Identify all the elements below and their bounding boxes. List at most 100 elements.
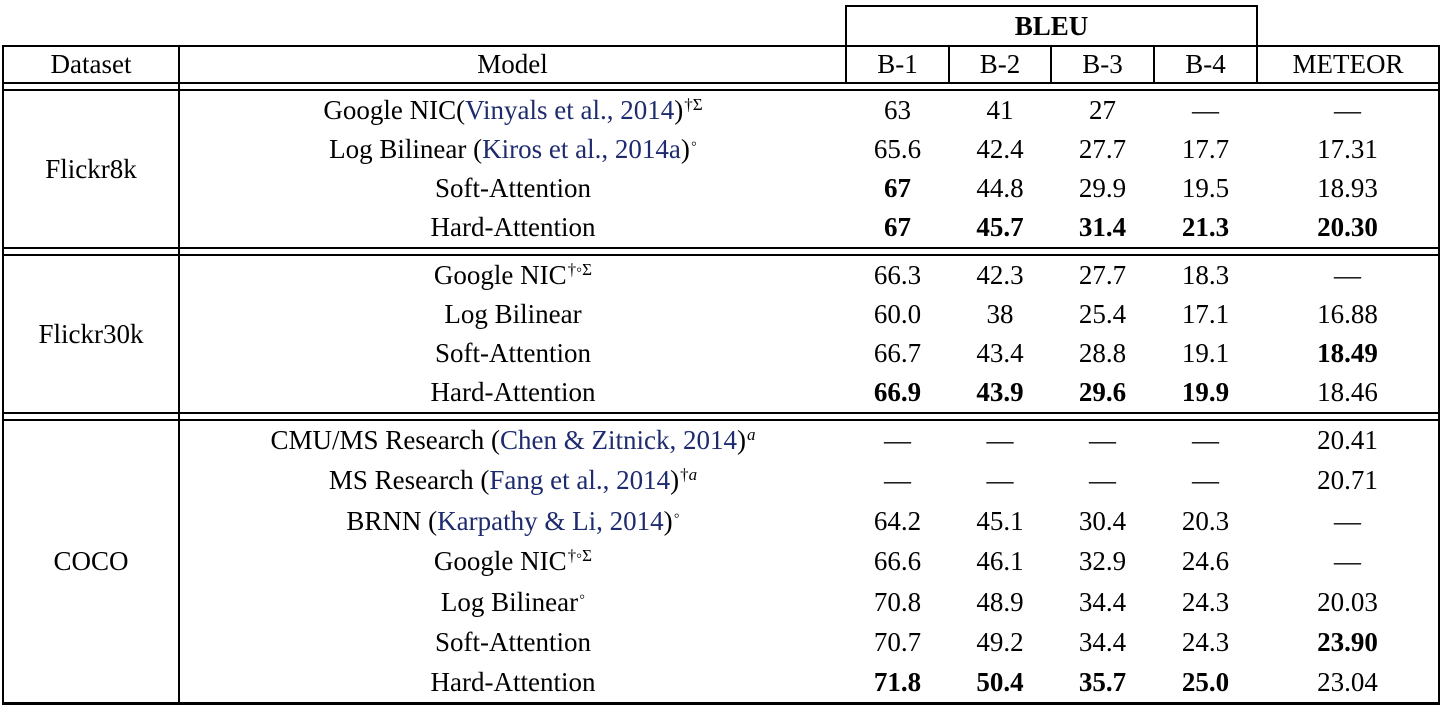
score-cell: 20.3 bbox=[1181, 505, 1230, 536]
citation-link[interactable]: Kiros et al., 2014a bbox=[482, 133, 681, 164]
score-cell: — bbox=[1192, 425, 1220, 456]
model-text: Google NIC( bbox=[323, 94, 466, 125]
model-text: Google NIC bbox=[433, 259, 567, 290]
score-cell: 20.41 bbox=[1257, 420, 1441, 461]
score-cell: — bbox=[1089, 465, 1116, 496]
score-cell: 35.7 bbox=[1051, 663, 1154, 705]
model-cell: BRNN (Karpathy & Li, 2014)◦ bbox=[346, 505, 680, 536]
table-row: Flickr30k Google NIC†◦Σ 66.3 42.3 27.7 18.3 — bbox=[2, 255, 1441, 414]
score-cell: 38 bbox=[986, 298, 1014, 329]
score-cell: — bbox=[884, 465, 911, 496]
score-cell: 43.4 bbox=[976, 338, 1024, 369]
score-cell: 66.7 bbox=[873, 338, 922, 369]
col-header-b2: B-2 bbox=[949, 45, 1052, 84]
score-cell: — bbox=[1257, 255, 1441, 295]
score-cell: — bbox=[884, 425, 911, 456]
score-cell: — bbox=[1192, 94, 1220, 125]
citation-link[interactable]: Karpathy & Li, 2014 bbox=[437, 505, 664, 536]
model-cell: Soft-Attention bbox=[179, 334, 846, 374]
col-header-dataset: Dataset bbox=[2, 45, 180, 84]
citation-link[interactable]: Vinyals et al., 2014 bbox=[465, 94, 675, 125]
score-cell: 66.9 bbox=[846, 373, 949, 414]
score-cell: 71.8 bbox=[846, 663, 949, 705]
double-rule-spacer bbox=[2, 83, 1441, 91]
model-cell: Log Bilinear (Kiros et al., 2014a)◦ bbox=[329, 133, 697, 164]
model-cell: Google NIC†◦Σ bbox=[433, 259, 593, 290]
score-cell: — bbox=[1089, 425, 1116, 456]
score-cell: 45.7 bbox=[949, 208, 1051, 249]
score-cell: 43.9 bbox=[949, 373, 1051, 414]
score-cell: 19.5 bbox=[1181, 173, 1230, 204]
table-row: Log Bilinear (Kiros et al., 2014a)◦ 65.6 4… bbox=[3, 129, 1441, 169]
table-row: Log Bilinear 60.0 38 25.4 17.1 16.88 bbox=[3, 294, 1441, 334]
citation-link[interactable]: Chen & Zitnick, 2014 bbox=[500, 425, 737, 456]
model-text: Hard-Attention bbox=[430, 212, 596, 243]
score-cell: 24.3 bbox=[1181, 586, 1230, 617]
model-cell: Hard-Attention bbox=[179, 373, 846, 414]
model-text: Soft-Attention bbox=[435, 338, 591, 369]
table-row: Hard-Attention 71.8 50.4 35.7 25.0 23.04 bbox=[3, 663, 1441, 705]
score-cell: 18.49 bbox=[1257, 334, 1441, 374]
col-header-b3: B-3 bbox=[1051, 45, 1155, 84]
score-cell: — bbox=[986, 465, 1014, 496]
score-cell: 46.1 bbox=[976, 546, 1024, 577]
double-rule-spacer bbox=[2, 413, 1441, 421]
spacer-cell bbox=[2, 413, 180, 421]
score-cell: 64.2 bbox=[873, 505, 922, 536]
dataset-cell: Flickr30k bbox=[2, 255, 180, 414]
spacer-cell bbox=[179, 248, 1441, 256]
score-cell: 66.6 bbox=[873, 546, 922, 577]
table-row: Soft-Attention 66.7 43.4 28.8 19.1 18.49 bbox=[3, 334, 1441, 374]
model-text: Soft-Attention bbox=[435, 173, 591, 204]
score-cell: 20.30 bbox=[1257, 208, 1441, 249]
model-text: MS Research ( bbox=[328, 465, 490, 496]
blank-cell bbox=[3, 6, 179, 46]
model-text: ) bbox=[670, 465, 680, 496]
model-text: Log Bilinear ( bbox=[329, 133, 483, 164]
score-cell: 30.4 bbox=[1078, 505, 1127, 536]
model-cell: Google NIC(Vinyals et al., 2014)†Σ bbox=[323, 94, 703, 125]
spacer-cell bbox=[179, 83, 1441, 91]
model-cell: Hard-Attention bbox=[179, 208, 846, 249]
score-cell: 34.4 bbox=[1078, 627, 1127, 658]
model-cell: Hard-Attention bbox=[179, 663, 846, 705]
model-text: Log Bilinear bbox=[444, 298, 582, 329]
dataset-cell: Flickr8k bbox=[2, 90, 180, 249]
score-cell: 42.3 bbox=[976, 259, 1024, 290]
model-text: Hard-Attention bbox=[430, 667, 596, 697]
score-cell: 45.1 bbox=[976, 505, 1024, 536]
score-cell: 70.8 bbox=[873, 586, 922, 617]
score-cell: 32.9 bbox=[1078, 546, 1127, 577]
score-cell: 18.93 bbox=[1257, 169, 1441, 209]
model-cell: Soft-Attention bbox=[179, 169, 846, 209]
score-cell: 24.3 bbox=[1181, 627, 1230, 658]
score-cell: — bbox=[1257, 90, 1441, 130]
score-cell: 18.3 bbox=[1181, 259, 1230, 290]
score-cell: 65.6 bbox=[873, 133, 922, 164]
model-cell: CMU/MS Research (Chen & Zitnick, 2014)a bbox=[270, 425, 756, 456]
score-cell: 31.4 bbox=[1051, 208, 1154, 249]
score-cell: 60.0 bbox=[873, 298, 922, 329]
col-header-meteor: METEOR bbox=[1257, 45, 1441, 84]
model-text: ) bbox=[736, 425, 746, 456]
score-cell: 27 bbox=[1089, 94, 1116, 125]
citation-link[interactable]: Fang et al., 2014 bbox=[489, 465, 671, 496]
model-cell: MS Research (Fang et al., 2014)†a bbox=[328, 465, 698, 496]
model-text: Google NIC bbox=[433, 546, 567, 577]
model-text: BRNN ( bbox=[346, 505, 438, 536]
score-cell: 21.3 bbox=[1154, 208, 1258, 249]
blank-cell bbox=[179, 6, 846, 46]
score-cell: 19.9 bbox=[1154, 373, 1258, 414]
model-text: Soft-Attention bbox=[435, 627, 591, 658]
score-cell: 70.7 bbox=[873, 627, 922, 658]
score-cell: — bbox=[986, 425, 1014, 456]
table-row: Hard-Attention 67 45.7 31.4 21.3 20.30 bbox=[3, 208, 1441, 249]
score-cell: 27.7 bbox=[1078, 133, 1127, 164]
model-text: ) bbox=[674, 94, 684, 125]
col-header-b4: B-4 bbox=[1154, 45, 1259, 84]
model-text: ) bbox=[680, 133, 690, 164]
score-cell: 17.1 bbox=[1181, 298, 1230, 329]
score-cell: 29.9 bbox=[1078, 173, 1127, 204]
table-row: Soft-Attention 67 44.8 29.9 19.5 18.93 bbox=[3, 169, 1441, 209]
